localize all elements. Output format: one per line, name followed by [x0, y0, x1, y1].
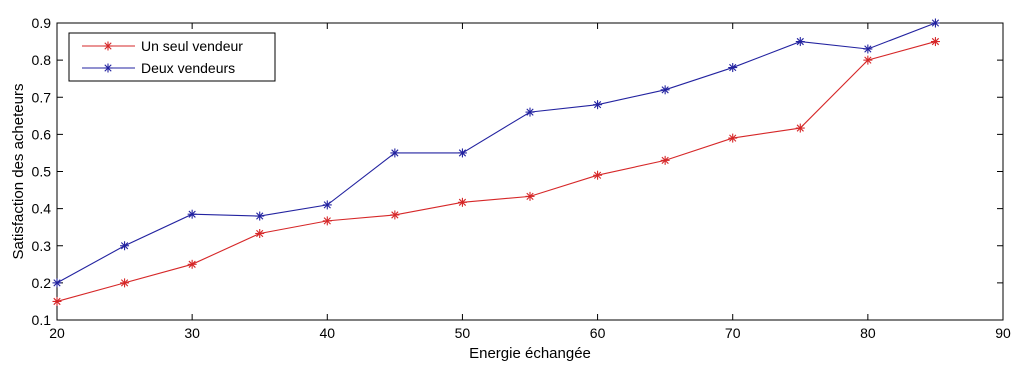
data-point: [322, 216, 332, 226]
series-1: [52, 37, 940, 306]
data-point: [930, 37, 940, 47]
data-point: [120, 241, 130, 251]
y-tick-label: 0.5: [32, 164, 52, 180]
data-point: [593, 170, 603, 180]
data-point: [795, 37, 805, 47]
x-tick-label: 20: [49, 325, 65, 341]
y-axis-title: Satisfaction des acheteurs: [10, 84, 27, 260]
data-point: [795, 123, 805, 133]
data-point: [255, 228, 265, 238]
data-point: [525, 191, 535, 201]
y-tick-label: 0.4: [32, 201, 52, 217]
data-point: [187, 259, 197, 269]
data-point: [457, 197, 467, 207]
x-axis-title: Energie échangée: [469, 345, 591, 362]
y-tick-label: 0.2: [32, 275, 52, 291]
x-tick-label: 30: [184, 325, 200, 341]
x-tick-label: 70: [725, 325, 741, 341]
data-point: [187, 209, 197, 219]
data-point: [593, 100, 603, 110]
y-tick-label: 0.1: [32, 312, 52, 328]
data-point: [255, 211, 265, 221]
y-tick-label: 0.9: [32, 15, 52, 31]
x-tick-label: 50: [455, 325, 471, 341]
series-layer: [52, 18, 940, 306]
y-tick-label: 0.3: [32, 238, 52, 254]
x-tick-label: 90: [995, 325, 1011, 341]
data-point: [525, 107, 535, 117]
legend-box: [68, 32, 276, 82]
axis-ticks: 20 30 40 50 60 70 80 90 0.1 0.2 0.3 0.4 0.5 0.6 0.7 0.8…: [32, 15, 1011, 341]
data-point: [322, 200, 332, 210]
legend-label: Deux vendeurs: [141, 60, 235, 76]
legend-marker: [103, 41, 113, 51]
data-point: [728, 63, 738, 73]
series-2: [52, 18, 940, 288]
data-point: [863, 44, 873, 54]
data-point: [863, 55, 873, 65]
legend-marker: [103, 63, 113, 73]
y-tick-label: 0.8: [32, 52, 52, 68]
data-point: [52, 278, 62, 288]
data-point: [390, 148, 400, 158]
data-point: [120, 278, 130, 288]
legend: Un seul vendeur Deux vendeurs: [68, 32, 276, 82]
data-point: [660, 155, 670, 165]
x-tick-label: 60: [590, 325, 606, 341]
legend-label: Un seul vendeur: [141, 38, 243, 54]
x-tick-label: 80: [860, 325, 876, 341]
y-tick-label: 0.7: [32, 89, 52, 105]
series-line: [56, 22, 936, 284]
series-line: [56, 41, 936, 302]
data-point: [728, 133, 738, 143]
data-point: [390, 210, 400, 220]
y-tick-label: 0.6: [32, 126, 52, 142]
data-point: [52, 296, 62, 306]
data-point: [660, 85, 670, 95]
x-tick-label: 40: [319, 325, 335, 341]
data-point: [457, 148, 467, 158]
data-point: [930, 18, 940, 28]
